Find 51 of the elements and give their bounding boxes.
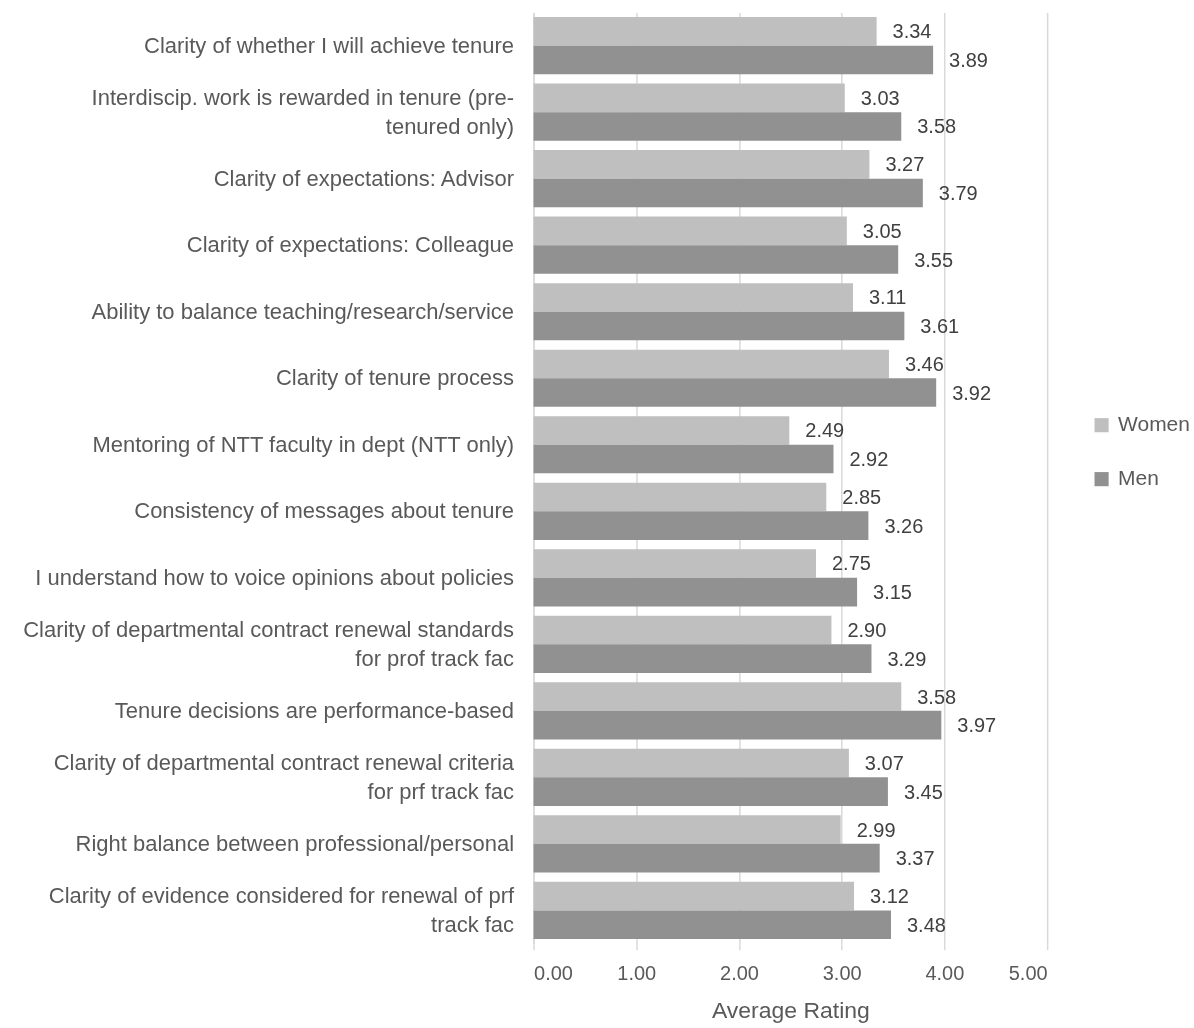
data-label: 3.03 [860, 86, 900, 109]
x-tick-label: 0.00 [534, 962, 573, 985]
y-tick-label: Clarity of expectations: Colleague [186, 232, 515, 258]
legend-label: Women [1118, 412, 1190, 436]
y-tick-label: Clarity of whether I will achieve tenure [144, 32, 515, 58]
data-label: 2.85 [842, 485, 882, 508]
x-tick-label: 4.00 [925, 962, 965, 985]
y-tick-label: Clarity of tenure process [275, 365, 515, 391]
legend-label: Men [1118, 466, 1159, 490]
x-tick-label: 1.00 [617, 962, 657, 985]
data-label: 3.27 [885, 153, 925, 176]
y-tick-label: Interdiscip. work is rewarded in tenure (pre-tenured only) [91, 84, 515, 139]
data-label: 3.61 [920, 315, 960, 338]
data-label: 3.58 [917, 115, 957, 138]
y-tick-label: Ability to balance teaching/research/service [91, 298, 515, 324]
data-label: 3.58 [917, 685, 957, 708]
y-tick-label: Clarity of departmental contract renewal standards for prof track fac [23, 616, 515, 671]
y-tick-label: Mentoring of NTT faculty in dept (NTT only) [92, 431, 515, 457]
data-label: 3.97 [957, 714, 997, 737]
y-tick-label: Clarity of expectations: Advisor [213, 165, 515, 191]
data-label: 3.37 [895, 847, 935, 870]
y-tick-label: Clarity of departmental contract renewal criteria for prf track fac [53, 749, 515, 804]
y-tick-label: Clarity of evidence considered for renewal of prf track fac [48, 882, 515, 937]
data-label: 3.79 [938, 182, 978, 204]
data-label: 3.29 [887, 647, 927, 670]
data-label: 2.49 [805, 419, 845, 442]
data-label: 3.46 [904, 352, 944, 375]
y-tick-label: I understand how to voice opinions about policies [35, 564, 515, 590]
data-label: 3.89 [949, 48, 988, 71]
data-label: 2.99 [856, 818, 896, 841]
data-label: 3.12 [870, 885, 909, 908]
data-label: 2.92 [849, 448, 889, 471]
data-label: 3.55 [914, 248, 954, 271]
x-tick-label: 3.00 [822, 962, 862, 985]
data-label: 3.07 [864, 752, 904, 775]
data-label: 3.34 [892, 20, 932, 43]
data-label: 2.90 [847, 619, 887, 642]
data-label: 3.26 [884, 514, 924, 537]
x-tick-label: 2.00 [720, 962, 759, 985]
y-tick-label: Right balance between professional/personal [75, 830, 515, 856]
data-label: 2.75 [832, 552, 871, 575]
x-axis-title: Average Rating [711, 997, 870, 1024]
data-label: 3.92 [952, 381, 992, 404]
y-tick-label: Consistency of messages about tenure [134, 498, 515, 524]
data-label: 3.48 [906, 913, 946, 936]
y-tick-label: Tenure decisions are performance-based [114, 697, 515, 723]
data-label: 3.05 [862, 219, 902, 242]
data-label: 3.45 [903, 780, 943, 803]
data-label: 3.11 [868, 286, 907, 309]
x-tick-label: 5.00 [1008, 962, 1048, 985]
data-label: 3.15 [873, 581, 912, 604]
